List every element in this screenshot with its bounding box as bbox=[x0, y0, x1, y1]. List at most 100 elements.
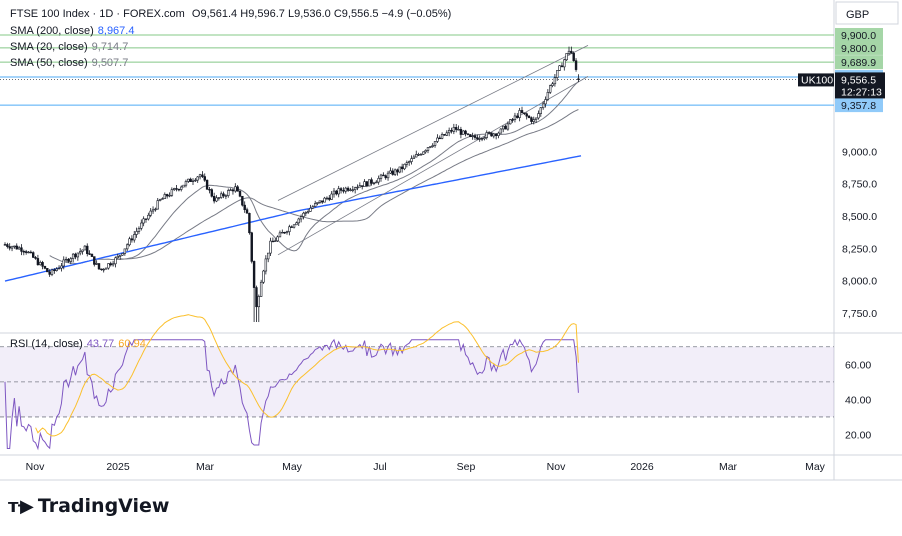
sma20-legend[interactable]: SMA (20, close) 9,714.7 bbox=[10, 41, 129, 53]
candle-body bbox=[53, 269, 56, 271]
candle-body bbox=[278, 232, 282, 238]
candle-body bbox=[36, 258, 40, 266]
candle-body bbox=[135, 231, 138, 235]
rsi-legend[interactable]: RSI (14, close) 43.77 60.94 bbox=[10, 338, 146, 350]
candle-body bbox=[546, 91, 550, 100]
candle-body bbox=[537, 113, 540, 119]
candle-body bbox=[459, 129, 463, 135]
candle-body bbox=[570, 50, 573, 54]
candle-body bbox=[393, 169, 397, 175]
candle-body bbox=[551, 83, 554, 86]
price-tick-label: 8,250.0 bbox=[842, 243, 877, 255]
candle-body bbox=[111, 263, 115, 266]
candle-body bbox=[165, 194, 169, 197]
candle-body bbox=[151, 209, 155, 212]
candle-body bbox=[194, 179, 197, 182]
candle-body bbox=[55, 268, 58, 271]
candle-body bbox=[41, 262, 44, 267]
candle-body bbox=[464, 130, 467, 135]
candle-body bbox=[90, 253, 94, 257]
candle-body bbox=[20, 247, 23, 252]
candle-body bbox=[236, 186, 239, 192]
currency-label[interactable]: GBP bbox=[846, 9, 870, 21]
candle-body bbox=[487, 132, 491, 134]
candle-body bbox=[74, 253, 77, 258]
candle-body bbox=[346, 187, 350, 191]
candle-body bbox=[6, 244, 9, 247]
candle-body bbox=[196, 176, 199, 181]
candle-body bbox=[466, 133, 470, 135]
candle-body bbox=[365, 181, 369, 187]
candle-body bbox=[382, 174, 385, 177]
candle-body bbox=[269, 240, 272, 254]
candle-body bbox=[142, 218, 145, 224]
axes: Nov 2025 Mar May Jul Sep Nov 2026 Mar May 9,000.0 8… bbox=[26, 1, 899, 473]
time-label: Mar bbox=[196, 461, 215, 473]
candle-body bbox=[436, 137, 439, 142]
candle-body bbox=[483, 137, 486, 140]
candle-body bbox=[212, 195, 216, 202]
candle-body bbox=[109, 263, 112, 266]
sma50-legend[interactable]: SMA (50, close) 9,507.7 bbox=[10, 57, 129, 69]
time-label: Mar bbox=[719, 461, 738, 473]
candle-body bbox=[198, 174, 202, 178]
bar-countdown: 12:27:13 bbox=[841, 86, 882, 98]
candle-body bbox=[173, 188, 176, 191]
candle-body bbox=[71, 253, 75, 259]
candle-body bbox=[292, 224, 296, 228]
candle-body bbox=[81, 249, 84, 252]
candle-body bbox=[499, 128, 503, 134]
candle-body bbox=[445, 132, 448, 136]
candle-body bbox=[259, 281, 263, 297]
time-label: Sep bbox=[457, 461, 476, 473]
candle-body bbox=[351, 189, 354, 191]
tradingview-brand[interactable]: ᴛᐧ▶ TradingView bbox=[8, 495, 170, 517]
candle-body bbox=[567, 50, 571, 54]
candle-body bbox=[217, 197, 221, 199]
candle-body bbox=[375, 181, 378, 184]
candle-body bbox=[297, 218, 300, 224]
candle-body bbox=[93, 256, 96, 265]
time-label: Nov bbox=[547, 461, 566, 473]
candle-body bbox=[257, 296, 260, 308]
candle-body bbox=[234, 186, 237, 192]
candle-body bbox=[79, 251, 82, 254]
candle-body bbox=[100, 268, 103, 270]
channel-upper-line bbox=[277, 44, 589, 201]
price-tag-label: 9,357.8 bbox=[841, 100, 876, 112]
candle-body bbox=[485, 132, 488, 138]
symbol-title: FTSE 100 Index · 1D · FOREX.com bbox=[10, 8, 185, 20]
candle-body bbox=[553, 77, 557, 85]
candle-body bbox=[518, 110, 521, 118]
candle-body bbox=[572, 52, 575, 62]
candle-body bbox=[48, 271, 51, 275]
price-tags: 9,900.09,800.09,689.99,575.09,357.8UK100… bbox=[798, 28, 885, 113]
candle-body bbox=[262, 270, 265, 283]
candle-body bbox=[450, 130, 453, 132]
candle-body bbox=[473, 135, 477, 138]
price-tag-bg bbox=[835, 28, 883, 42]
candle-body bbox=[43, 266, 47, 269]
candle-body bbox=[316, 202, 319, 204]
candle-body bbox=[377, 178, 380, 183]
candle-body bbox=[168, 195, 171, 197]
candle-body bbox=[191, 180, 195, 182]
candle-body bbox=[156, 200, 159, 210]
price-tick-label: 8,000.0 bbox=[842, 276, 877, 288]
candle-body bbox=[438, 137, 441, 140]
sma200-legend[interactable]: SMA (200, close) 8,967.4 bbox=[10, 25, 135, 37]
candle-body bbox=[241, 195, 244, 206]
tradingview-logo-icon: ᴛᐧ▶ bbox=[8, 495, 34, 517]
candle-body bbox=[227, 190, 230, 196]
candle-body bbox=[426, 147, 430, 151]
candle-body bbox=[313, 203, 317, 207]
candle-body bbox=[210, 189, 213, 197]
candle-body bbox=[86, 245, 89, 254]
candle-body bbox=[161, 198, 164, 200]
candle-body bbox=[513, 115, 517, 121]
candle-body bbox=[509, 119, 512, 125]
candle-body bbox=[60, 265, 63, 269]
rsi-tick-label: 60.00 bbox=[845, 359, 871, 371]
candle-body bbox=[264, 258, 268, 272]
